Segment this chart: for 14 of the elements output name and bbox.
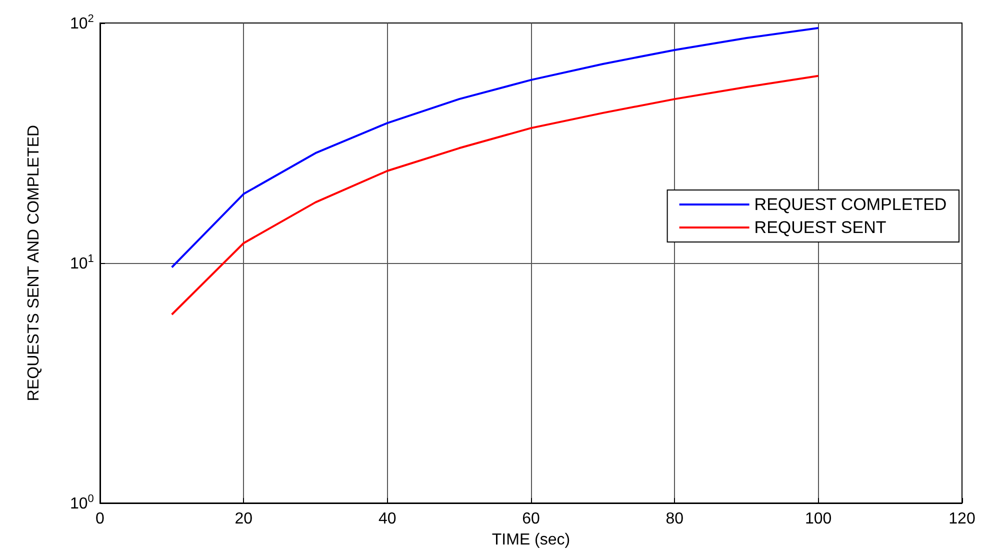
x-tick-label: 40 [378, 510, 396, 528]
x-tick-label: 80 [666, 510, 684, 528]
legend-label: REQUEST SENT [754, 218, 886, 237]
y-tick-label: 10$^{2}$ [70, 13, 94, 32]
x-tick-label: 0 [96, 510, 105, 528]
x-tick-label: 120 [948, 510, 976, 528]
x-tick-label: 100 [804, 510, 832, 528]
x-axis-title: TIME (sec) [492, 531, 570, 548]
y-tick-label: 10$^{0}$ [70, 493, 94, 512]
y-tick-label: 10$^{1}$ [70, 253, 94, 272]
legend-label: REQUEST COMPLETED [754, 195, 947, 214]
x-tick-label: 20 [234, 510, 253, 528]
y-axis-title: REQUESTS SENT AND COMPLETED [26, 124, 42, 402]
x-tick-label: 60 [522, 510, 540, 528]
